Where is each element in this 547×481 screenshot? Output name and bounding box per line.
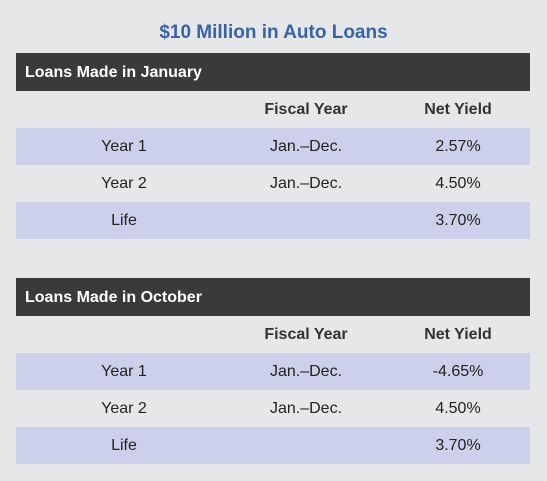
table-row: Year 1 Jan.–Dec. -4.65% (16, 353, 530, 390)
october-table: Loans Made in October Fiscal Year Net Yi… (16, 278, 530, 464)
table-row: Life 3.70% (16, 202, 530, 239)
period-cell: Life (111, 212, 137, 229)
fiscal-year-cell: Jan.–Dec. (269, 138, 343, 155)
january-table: Loans Made in January Fiscal Year Net Yi… (16, 53, 530, 239)
net-yield-cell: 4.50% (435, 400, 481, 417)
column-header-fiscal-year: Fiscal Year (264, 326, 348, 343)
column-header-net-yield: Net Yield (424, 101, 492, 118)
column-header-row: Fiscal Year Net Yield (16, 316, 530, 353)
section-heading-january: Loans Made in January (16, 53, 530, 91)
period-cell: Year 2 (101, 175, 147, 192)
table-row: Year 2 Jan.–Dec. 4.50% (16, 165, 530, 202)
table-row: Year 1 Jan.–Dec. 2.57% (16, 128, 530, 165)
net-yield-cell: 3.70% (435, 212, 481, 229)
figure-title: $10 Million in Auto Loans (159, 22, 388, 43)
table-row: Year 2 Jan.–Dec. 4.50% (16, 390, 530, 427)
fiscal-year-cell: Jan.–Dec. (269, 175, 343, 192)
period-cell: Year 1 (101, 138, 147, 155)
column-header-row: Fiscal Year Net Yield (16, 91, 530, 128)
net-yield-cell: -4.65% (432, 363, 484, 380)
fiscal-year-cell: Jan.–Dec. (269, 363, 343, 380)
net-yield-cell: 3.70% (435, 437, 481, 454)
net-yield-cell: 4.50% (435, 175, 481, 192)
period-cell: Life (111, 437, 137, 454)
net-yield-cell: 2.57% (435, 138, 481, 155)
section-heading-october: Loans Made in October (16, 278, 530, 316)
column-header-fiscal-year: Fiscal Year (264, 101, 348, 118)
fiscal-year-cell: Jan.–Dec. (269, 400, 343, 417)
column-header-net-yield: Net Yield (424, 326, 492, 343)
table-row: Life 3.70% (16, 427, 530, 464)
period-cell: Year 1 (101, 363, 147, 380)
period-cell: Year 2 (101, 400, 147, 417)
